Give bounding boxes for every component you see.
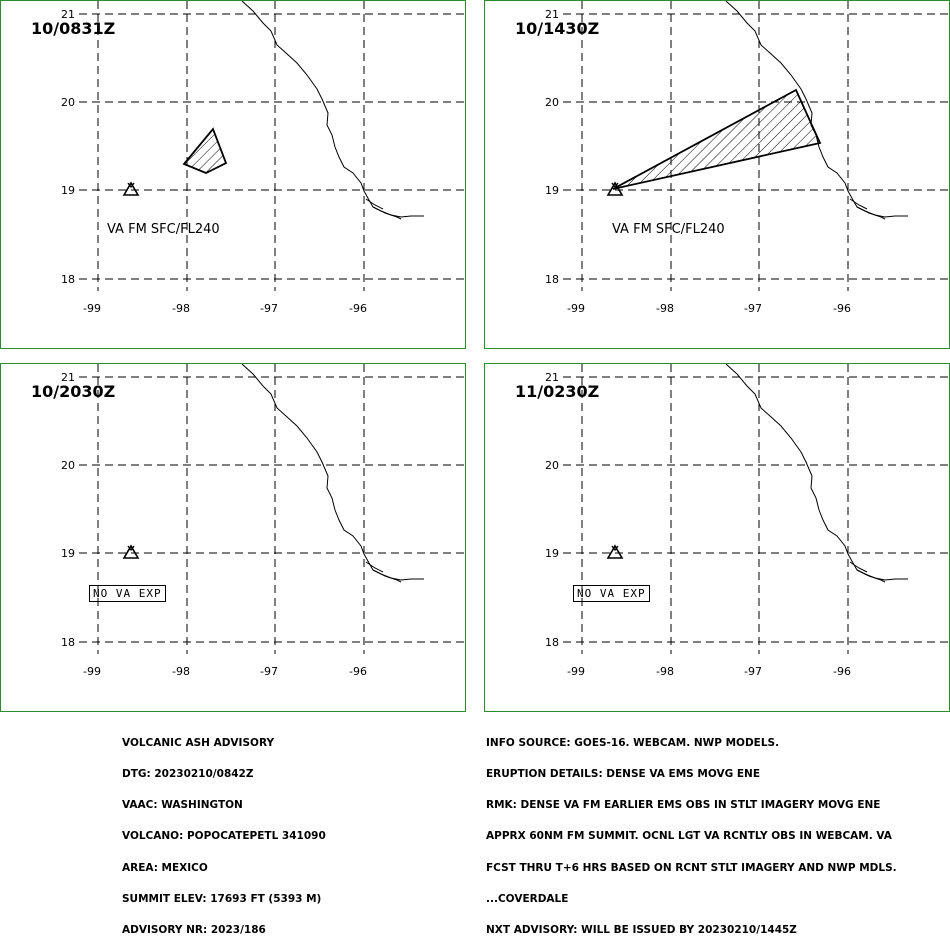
coastline [241,364,424,581]
map-panel-1: -99 -98 -97 -96 21 20 19 18 10/0831Z VA FM SFC/… [0,0,466,349]
longitude-tick-label: -96 [349,665,367,678]
coastline [725,1,908,218]
coastline-detail [365,561,402,583]
longitude-tick-label: -99 [567,302,585,315]
latitude-tick-label: 21 [61,371,75,384]
advisory-line: APPRX 60NM FM SUMMIT. OCNL LGT VA RCNTLY… [486,830,892,843]
coastline-detail [849,198,886,220]
advisory-line: AREA: MEXICO [122,861,208,874]
advisory-line: INFO SOURCE: GOES-16. WEBCAM. NWP MODELS… [486,736,780,749]
advisory-line: NXT ADVISORY: WILL BE ISSUED BY 20230210… [486,924,797,937]
map-canvas-1: -99 -98 -97 -96 21 20 19 18 [61,1,465,315]
longitude-tick-label: -97 [744,665,762,678]
ash-cloud-polygon [182,127,228,174]
latitude-tick-label: 19 [61,547,75,560]
map-grid [79,1,465,291]
panel-time-1: 10/0831Z [31,19,116,38]
panel-time-3: 10/2030Z [31,382,116,401]
latitude-tick-label: 18 [61,273,75,286]
map-canvas-4: -99 -98 -97 -96 21 20 19 18 [545,364,949,678]
map-panel-4: -99 -98 -97 -96 21 20 19 18 11/0230Z NO VA EXP [484,363,950,712]
longitude-tick-label: -96 [349,302,367,315]
coastline-detail [849,561,886,583]
latitude-tick-label: 18 [545,636,559,649]
latitude-tick-label: 21 [61,8,75,21]
coastline-detail [365,198,402,220]
longitude-tick-label: -99 [83,665,101,678]
longitude-tick-label: -97 [260,302,278,315]
longitude-tick-label: -99 [83,302,101,315]
va-level-label-1: VA FM SFC/FL240 [107,222,220,237]
advisory-line: VAAC: WASHINGTON [122,799,243,812]
longitude-tick-label: -98 [656,302,674,315]
coastline [725,364,908,581]
map-panel-3: -99 -98 -97 -96 21 20 19 18 10/2030Z NO VA EXP [0,363,466,712]
longitude-tick-label: -99 [567,665,585,678]
panel-time-4: 11/0230Z [515,382,600,401]
latitude-tick-label: 20 [61,96,75,109]
advisory-line: SUMMIT ELEV: 17693 FT (5393 M) [122,892,322,905]
volcano-icon [122,544,140,559]
longitude-tick-label: -97 [744,302,762,315]
map-canvas-2: -99 -98 -97 -96 21 20 19 18 [545,1,949,315]
latitude-tick-label: 20 [545,459,559,472]
map-grid [563,364,949,654]
longitude-tick-label: -98 [172,302,190,315]
advisory-line: ADVISORY NR: 2023/186 [122,924,266,937]
advisory-line: ...COVERDALE [486,892,569,905]
map-grid [79,364,465,654]
panel-time-2: 10/1430Z [515,19,600,38]
longitude-tick-label: -97 [260,665,278,678]
latitude-tick-label: 19 [61,184,75,197]
latitude-tick-label: 21 [545,371,559,384]
map-panel-2: -99 -98 -97 -96 21 20 19 18 10/1430Z VA FM SFC/… [484,0,950,349]
advisory-header-text: VOLCANIC ASH ADVISORY DTG: 20230210/0842… [122,717,326,946]
no-va-expected-box-3: NO VA EXP [89,585,166,602]
volcano-icon [122,181,140,196]
advisory-line: VOLCANO: POPOCATEPETL 341090 [122,830,326,843]
latitude-tick-label: 21 [545,8,559,21]
longitude-tick-label: -96 [833,665,851,678]
latitude-tick-label: 18 [61,636,75,649]
advisory-details-text: INFO SOURCE: GOES-16. WEBCAM. NWP MODELS… [486,717,897,946]
advisory-line: VOLCANIC ASH ADVISORY [122,736,275,749]
longitude-tick-label: -98 [656,665,674,678]
advisory-line: FCST THRU T+6 HRS BASED ON RCNT STLT IMA… [486,861,897,874]
map-canvas-3: -99 -98 -97 -96 21 20 19 18 [61,364,465,678]
advisory-line: DTG: 20230210/0842Z [122,768,254,781]
latitude-tick-label: 18 [545,273,559,286]
longitude-tick-label: -96 [833,302,851,315]
coastline [241,1,424,218]
va-level-label-2: VA FM SFC/FL240 [612,222,725,237]
latitude-tick-label: 20 [61,459,75,472]
latitude-tick-label: 20 [545,96,559,109]
longitude-tick-label: -98 [172,665,190,678]
latitude-tick-label: 19 [545,184,559,197]
advisory-line: ERUPTION DETAILS: DENSE VA EMS MOVG ENE [486,768,761,781]
no-va-expected-box-4: NO VA EXP [573,585,650,602]
latitude-tick-label: 19 [545,547,559,560]
ash-cloud-polygon [612,88,822,190]
volcano-icon [606,544,624,559]
advisory-line: RMK: DENSE VA FM EARLIER EMS OBS IN STLT… [486,799,881,812]
